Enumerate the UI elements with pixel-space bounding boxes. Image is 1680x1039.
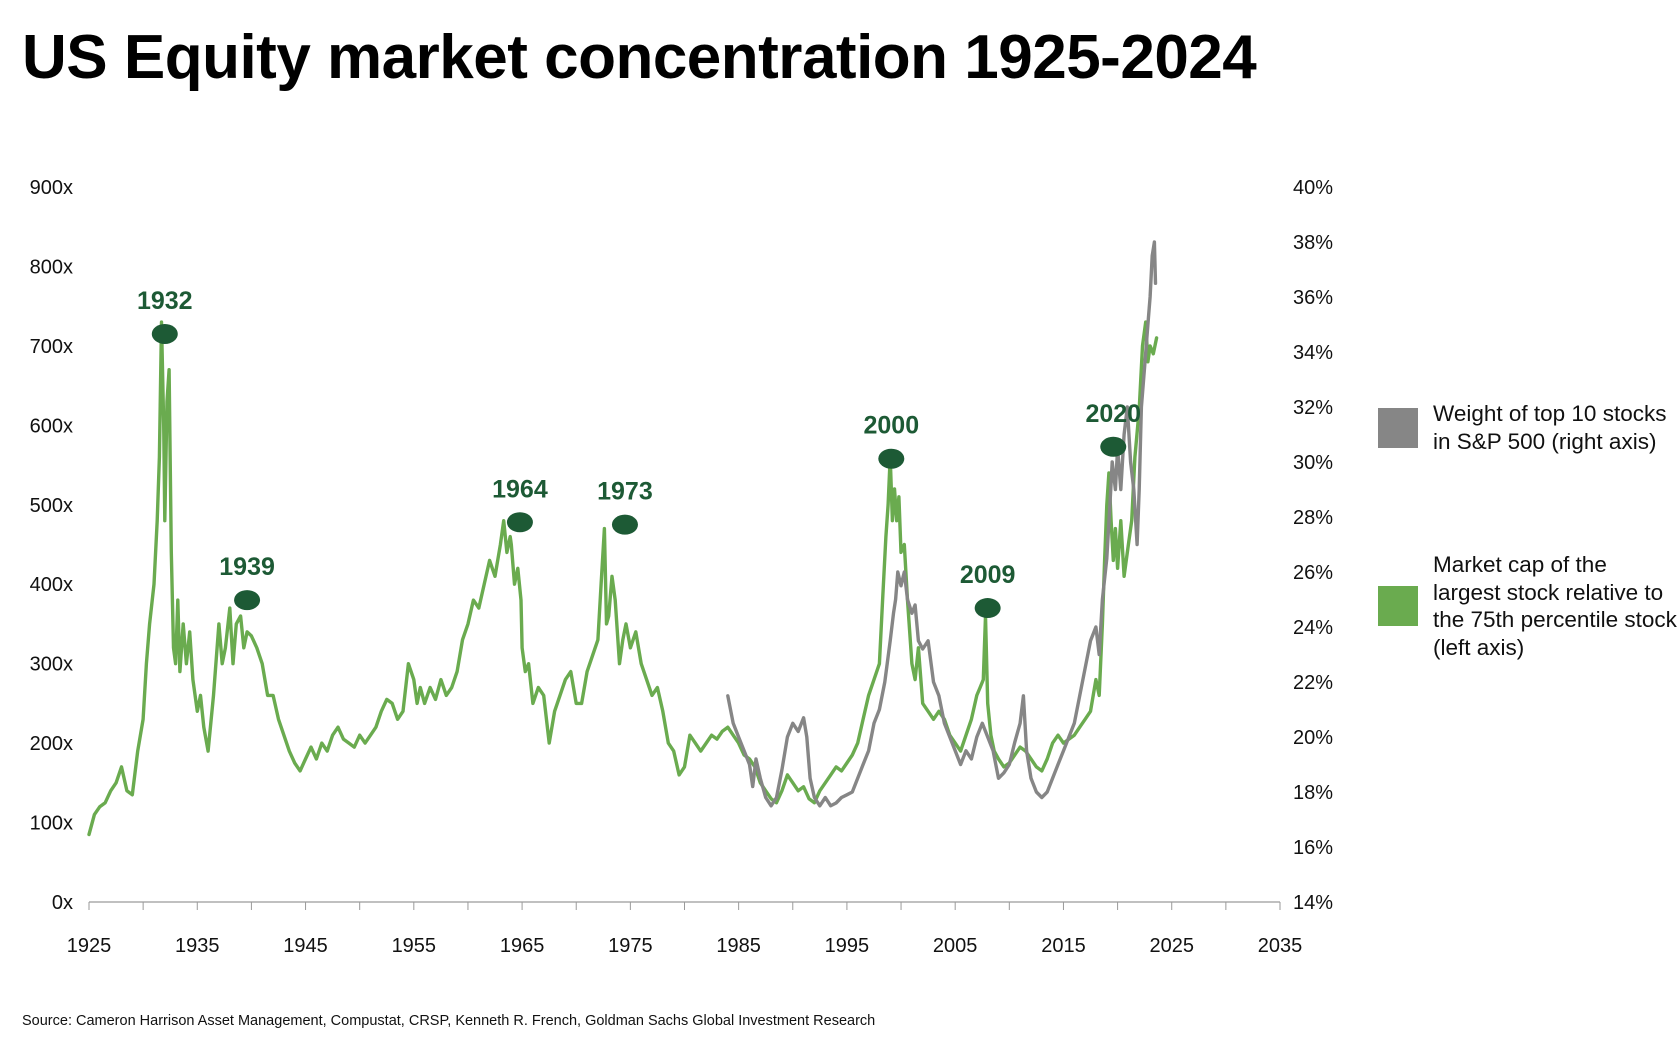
y-right-tick-label: 30% — [1293, 452, 1333, 474]
x-tick-label: 1985 — [716, 935, 761, 957]
annotation-marker — [151, 323, 178, 344]
y-left-tick-label: 700x — [30, 336, 73, 358]
y-left-tick-label: 500x — [30, 495, 73, 517]
y-right-tick-label: 40% — [1293, 177, 1333, 199]
annotation-marker — [506, 512, 533, 533]
y-right-tick-label: 28% — [1293, 507, 1333, 529]
legend-item-top10-weight: Weight of top 10 stocks in S&P 500 (righ… — [1378, 400, 1678, 455]
y-right-tick-label: 34% — [1293, 342, 1333, 364]
y-left-tick-label: 100x — [30, 813, 73, 835]
y-right-tick-label: 22% — [1293, 672, 1333, 694]
y-left-tick-label: 200x — [30, 733, 73, 755]
y-right-tick-label: 24% — [1293, 617, 1333, 639]
legend-item-largest-vs-75th: Market cap of the largest stock relative… — [1378, 551, 1678, 661]
y-right-tick-label: 38% — [1293, 232, 1333, 254]
y-right-tick-label: 36% — [1293, 287, 1333, 309]
chart-title: US Equity market concentration 1925-2024 — [22, 23, 1257, 92]
annotation-label: 1932 — [137, 287, 193, 315]
y-left-tick-label: 400x — [30, 574, 73, 596]
x-tick-label: 2025 — [1149, 935, 1194, 957]
y-left-tick-label: 800x — [30, 256, 73, 278]
x-tick-label: 1945 — [283, 935, 328, 957]
x-tick-label: 2015 — [1041, 935, 1086, 957]
y-right-tick-label: 14% — [1293, 892, 1333, 914]
x-tick-label: 1955 — [392, 935, 437, 957]
annotation-marker — [611, 514, 638, 535]
source-note: Source: Cameron Harrison Asset Managemen… — [22, 1013, 876, 1029]
annotation-marker — [234, 590, 261, 611]
annotation-label: 1973 — [597, 478, 653, 506]
y-left-tick-label: 300x — [30, 654, 73, 676]
annotation-marker — [974, 598, 1001, 619]
series-line-top10-weight — [726, 240, 1158, 808]
annotation-label: 2020 — [1085, 400, 1141, 428]
legend-swatch-gray — [1378, 407, 1418, 448]
y-left-tick-label: 900x — [30, 177, 73, 199]
annotation-label: 1939 — [219, 553, 275, 581]
axes: 1925 1935 1945 1955 1965 1975 1985 1995 2005 2015… — [30, 177, 1334, 957]
y-right-tick-label: 26% — [1293, 562, 1333, 584]
legend-swatch-green — [1378, 586, 1418, 626]
annotation-marker — [1100, 436, 1127, 457]
peak-annotations: 1932 1939 1964 1973 2000 2009 2020 — [137, 287, 1141, 619]
legend-label-largest-vs-75th: Market cap of the largest stock relative… — [1433, 552, 1677, 660]
y-right-tick-label: 32% — [1293, 397, 1333, 419]
annotation-label: 2009 — [960, 561, 1016, 589]
annotation-label: 1964 — [492, 475, 548, 503]
series-lines — [87, 240, 1159, 837]
x-tick-label: 1975 — [608, 935, 653, 957]
y-right-tick-label: 20% — [1293, 727, 1333, 749]
x-tick-label: 2005 — [933, 935, 978, 957]
y-right-tick-label: 16% — [1293, 837, 1333, 859]
annotation-label: 2000 — [863, 412, 919, 440]
annotation-marker — [878, 448, 905, 469]
x-tick-label: 1925 — [67, 935, 112, 957]
x-tick-label: 1995 — [825, 935, 870, 957]
x-tick-label: 2035 — [1258, 935, 1303, 957]
y-left-tick-label: 0x — [52, 892, 73, 914]
y-left-tick-label: 600x — [30, 415, 73, 437]
legend-label-top10-weight: Weight of top 10 stocks in S&P 500 (righ… — [1433, 401, 1667, 454]
x-tick-label: 1935 — [175, 935, 220, 957]
x-tick-label: 1965 — [500, 935, 545, 957]
y-right-tick-label: 18% — [1293, 782, 1333, 804]
